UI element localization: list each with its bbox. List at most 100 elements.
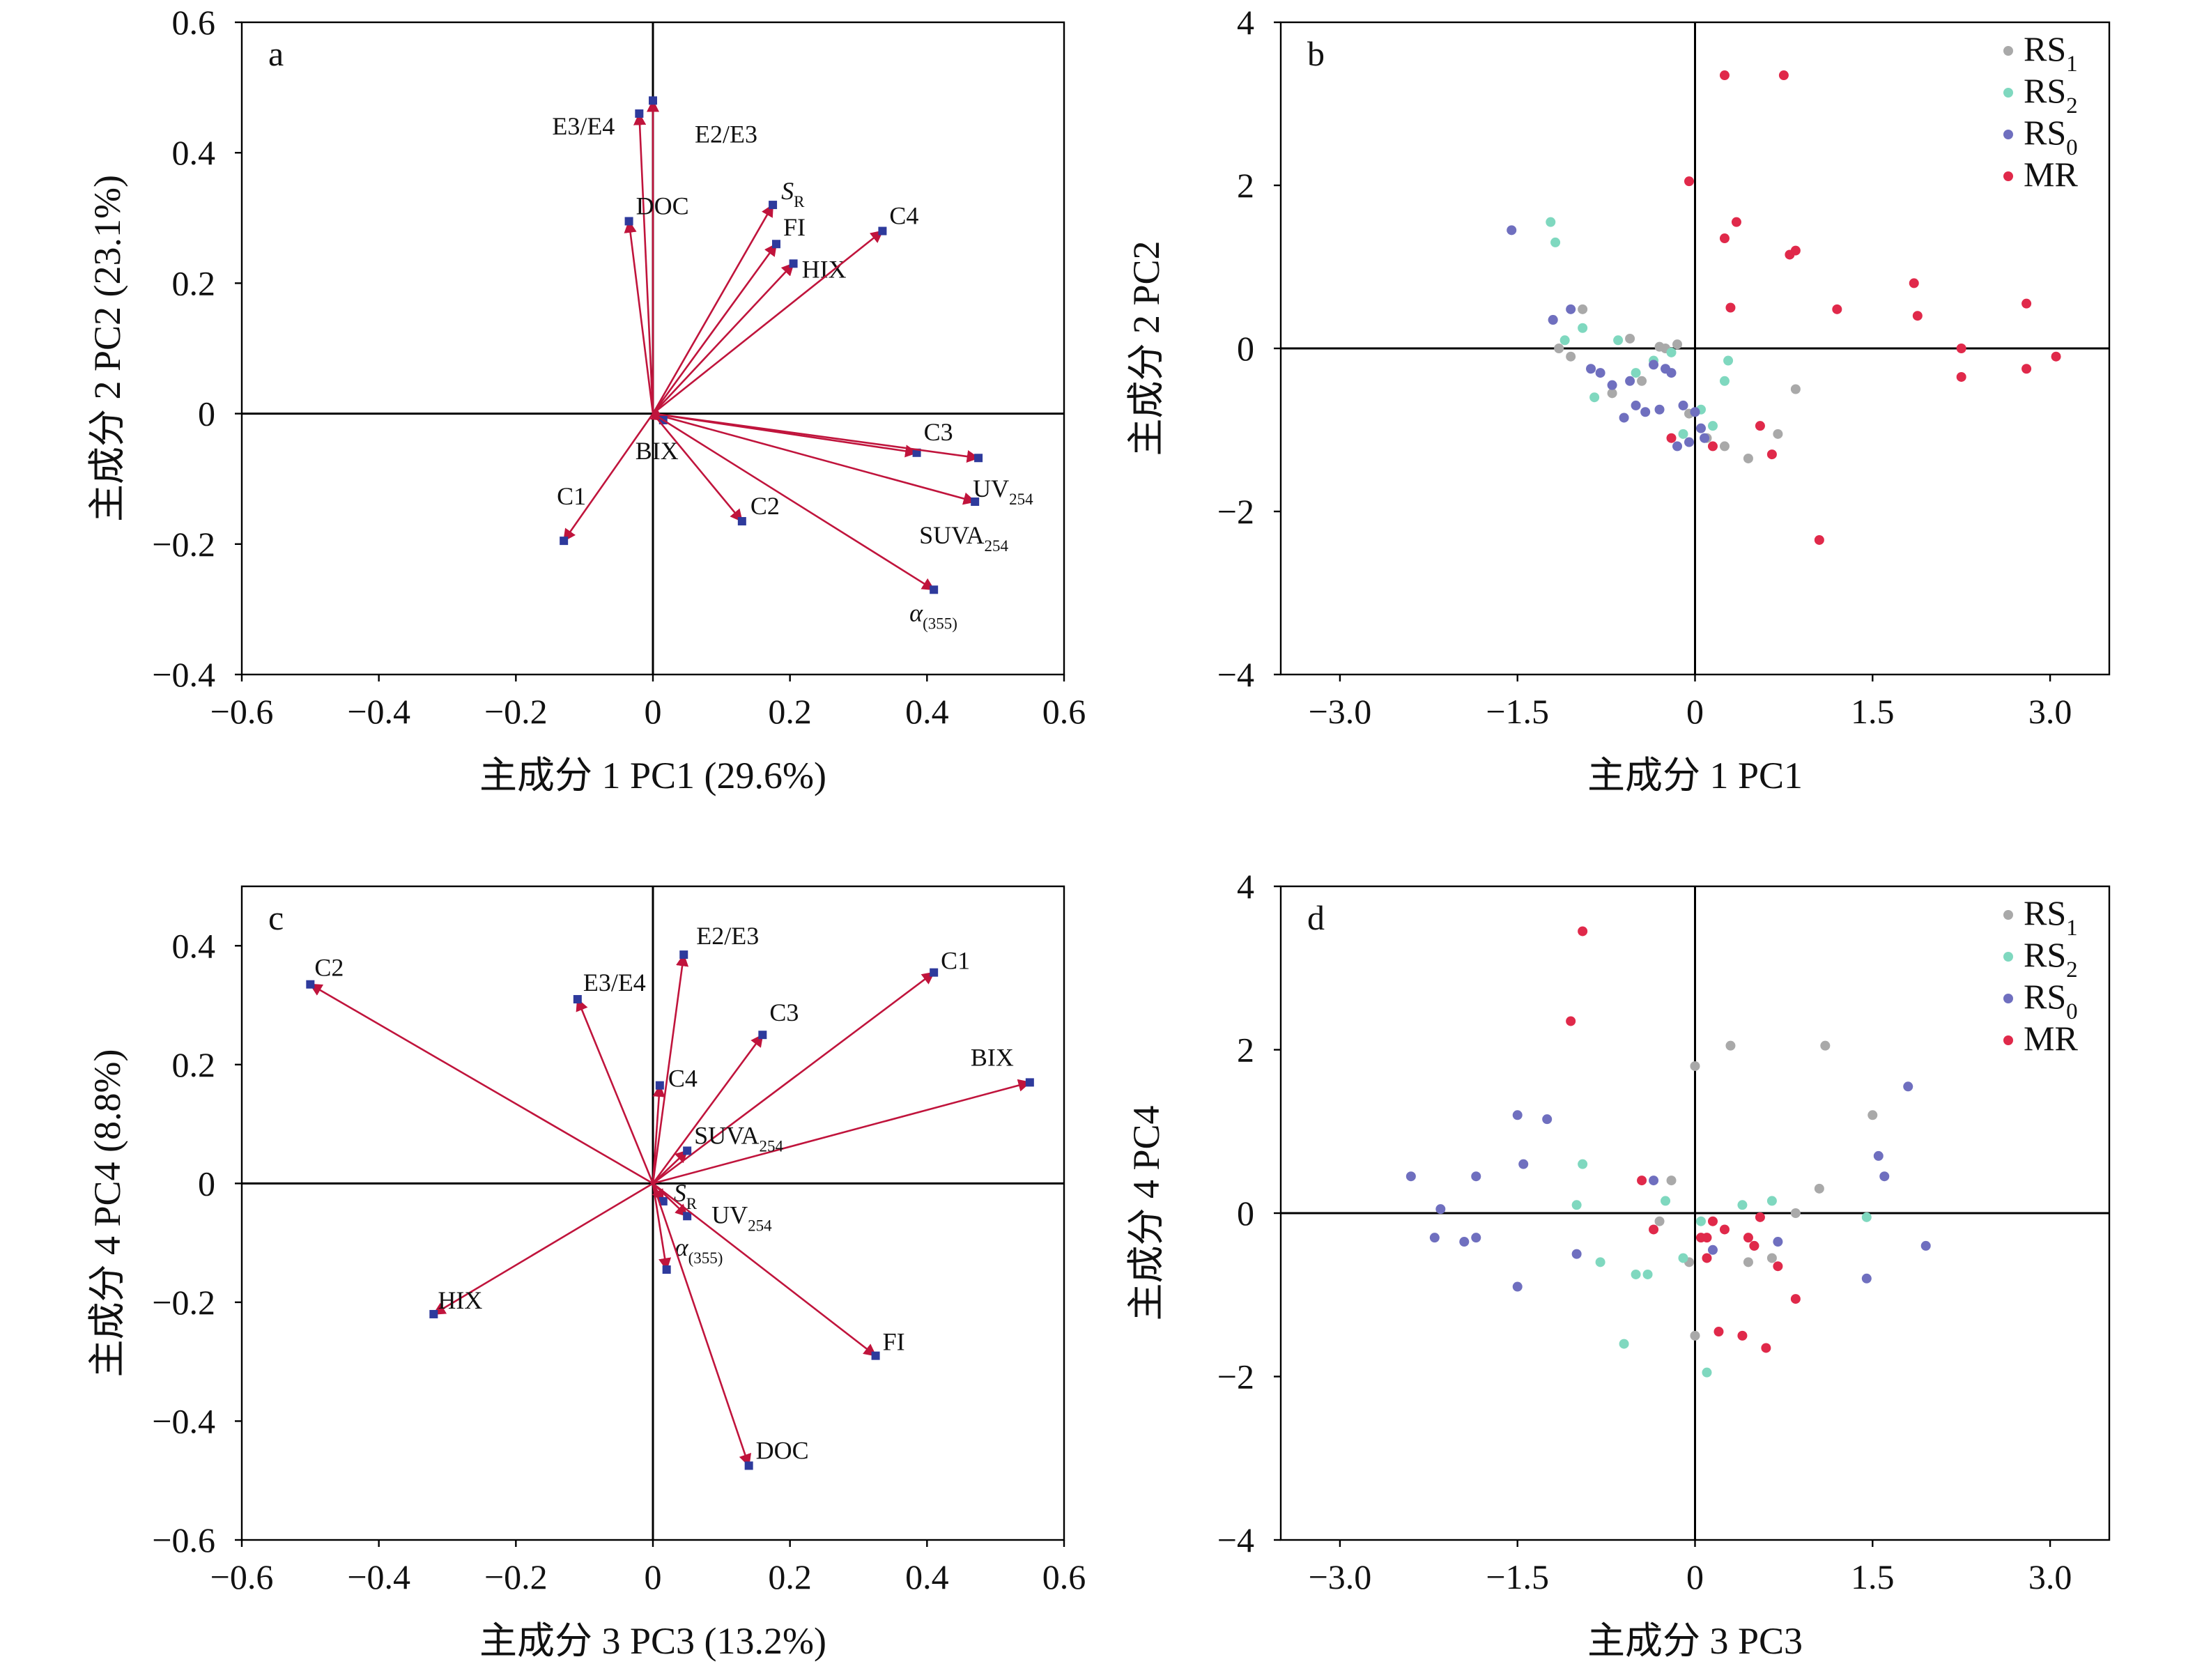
panel-b-y-tick-label: −4 xyxy=(1217,655,1254,694)
panel-d-point-rs0 xyxy=(1542,1114,1553,1125)
panel-d-point-rs0 xyxy=(1512,1281,1523,1292)
panel-a-vector-label-sr: SR xyxy=(781,177,805,210)
panel-d-point-rs1 xyxy=(1725,1040,1736,1051)
panel-b-legend-marker-mr xyxy=(2003,171,2013,181)
panel-c-vector-c4 xyxy=(652,1084,665,1184)
panel-d-point-rs1 xyxy=(1654,1216,1665,1226)
panel-b-point-rs1 xyxy=(1625,333,1635,344)
panel-c-vector-355 xyxy=(652,1183,672,1271)
panel-a-vector-c2 xyxy=(652,413,743,523)
panel-c-x-tick-label: 0.6 xyxy=(1042,1557,1086,1596)
panel-b-point-rs2 xyxy=(1589,392,1600,403)
panel-d-legend-label-rs2: RS2 xyxy=(2024,935,2078,982)
panel-d-point-rs1 xyxy=(1790,1208,1801,1218)
panel-d-point-rs2 xyxy=(1571,1200,1582,1210)
panel-c-vector-doc xyxy=(652,1182,752,1467)
panel-c-x-tick-label: 0 xyxy=(645,1557,662,1596)
panel-b-point-rs1 xyxy=(1773,429,1783,439)
panel-b-point-mr xyxy=(1719,233,1730,244)
panel-d-x-tick-label: 0 xyxy=(1686,1557,1704,1596)
panel-b-point-rs0 xyxy=(1654,404,1665,415)
panel-d-point-mr xyxy=(1749,1240,1759,1251)
panel-b-x-axis-label: 主成分 1 PC1 xyxy=(1587,755,1803,796)
panel-a-x-tick-label: 0.4 xyxy=(905,692,949,731)
panel-b-x-tick-label: −3.0 xyxy=(1309,692,1372,731)
panel-a-vector-label-hix: HIX xyxy=(802,255,847,283)
panel-c-y-tick-label: 0 xyxy=(198,1164,215,1203)
panel-d-point-rs0 xyxy=(1773,1237,1783,1247)
panel-d-point-rs0 xyxy=(1873,1150,1884,1161)
panel-b-legend-label-rs2: RS2 xyxy=(2024,71,2078,118)
panel-c-vector-label-bix: BIX xyxy=(971,1043,1014,1071)
panel-c-vector-e2-e3 xyxy=(652,953,689,1184)
panel-a-vector-tip-e2-e3 xyxy=(649,96,657,105)
panel-c-vector-tip-e2-e3 xyxy=(679,950,688,960)
panel-b-legend-label-mr: MR xyxy=(2024,155,2078,194)
panel-b-point-rs0 xyxy=(1619,413,1629,423)
panel-a-vector-sr xyxy=(652,203,774,415)
panel-b-point-rs0 xyxy=(1566,304,1576,314)
panel-d-point-mr xyxy=(1773,1261,1783,1272)
panel-c-vector-label-hix: HIX xyxy=(438,1286,482,1314)
panel-d-x-tick-label: 3.0 xyxy=(2028,1557,2072,1596)
panel-b-point-rs0 xyxy=(1548,315,1558,325)
panel-c-vector-label-e2-e3: E2/E3 xyxy=(696,922,759,950)
panel-c-vector-label-doc: DOC xyxy=(756,1436,809,1464)
panel-b-score-plot: −3.0 −1.5 0 1.5 3.0 −4 −2 0 2 4 主成分 1 PC1 主成分 2 PC2… xyxy=(1125,3,2111,796)
panel-b-point-rs2 xyxy=(1550,237,1561,247)
panel-b-point-rs1 xyxy=(1672,339,1683,350)
panel-c-vector-tip-c1 xyxy=(930,968,939,977)
panel-d-point-rs0 xyxy=(1879,1171,1890,1182)
panel-d-point-rs1 xyxy=(1766,1253,1777,1263)
panel-c-vector-label-c1: C1 xyxy=(941,947,970,975)
panel-a-vector-label-e3-e4: E3/E4 xyxy=(552,112,615,140)
panel-c-vector-tip-355 xyxy=(662,1265,671,1274)
panel-d-point-rs2 xyxy=(1642,1269,1653,1279)
panel-c-vector-c2 xyxy=(309,983,654,1185)
panel-a-x-tick-label: 0.6 xyxy=(1042,692,1086,731)
panel-c-vector-tip-e3-e4 xyxy=(573,995,582,1004)
panel-b-point-mr xyxy=(1778,70,1789,81)
panel-a-vector-e3-e4 xyxy=(633,112,654,414)
panel-b-point-mr xyxy=(2021,298,2032,309)
panel-a-vector-suva254 xyxy=(652,413,976,505)
panel-b-legend-marker-rs0 xyxy=(2003,130,2013,139)
panel-d-legend-marker-mr xyxy=(2003,1035,2013,1045)
panel-d-y-tick-label: 0 xyxy=(1237,1194,1254,1233)
panel-c-y-axis-label: 主成分 4 PC4 (8.8%) xyxy=(86,1049,128,1378)
panel-c-x-tick-label: 0.2 xyxy=(768,1557,812,1596)
panel-d-point-rs1 xyxy=(1666,1176,1677,1186)
panel-c-vector-tip-sr xyxy=(658,1196,668,1205)
panel-b-label: b xyxy=(1307,34,1325,73)
panel-d-point-mr xyxy=(1637,1176,1647,1186)
panel-a-y-tick-label: −0.2 xyxy=(152,525,215,564)
panel-c-vector-tip-c2 xyxy=(306,980,315,989)
panel-b-point-rs0 xyxy=(1695,423,1706,433)
panel-b-point-mr xyxy=(1666,433,1677,443)
panel-d-point-rs2 xyxy=(1702,1367,1712,1378)
panel-a-vector-tip-c4 xyxy=(878,226,887,236)
panel-d-point-rs1 xyxy=(1814,1183,1824,1194)
panel-d-point-rs0 xyxy=(1903,1081,1913,1092)
panel-b-point-rs0 xyxy=(1684,437,1695,447)
panel-d-y-tick-label: −4 xyxy=(1217,1520,1254,1559)
panel-d-point-rs0 xyxy=(1429,1233,1440,1243)
panel-a-vector-tip-c2 xyxy=(737,517,746,526)
panel-b-point-rs2 xyxy=(1578,323,1588,333)
panel-d-legend-marker-rs2 xyxy=(2003,952,2013,962)
panel-b-point-rs0 xyxy=(1672,441,1683,452)
panel-a-vector-tip-fi xyxy=(772,240,780,249)
panel-d-point-rs0 xyxy=(1861,1273,1872,1284)
panel-b-point-rs1 xyxy=(1578,304,1588,314)
panel-d-point-rs1 xyxy=(1743,1257,1753,1267)
panel-a-vector-label-uv254: UV254 xyxy=(973,475,1033,508)
panel-b-point-rs0 xyxy=(1649,360,1659,370)
panel-d-point-mr xyxy=(1743,1233,1753,1243)
panel-c-vector-label-355: α(355) xyxy=(675,1233,723,1267)
panel-b-point-mr xyxy=(2051,351,2061,362)
panel-b-point-rs2 xyxy=(1666,347,1677,357)
panel-b-y-tick-label: 0 xyxy=(1237,329,1254,368)
panel-a-vector-label-c1: C1 xyxy=(557,482,586,510)
panel-d-point-mr xyxy=(1702,1233,1712,1243)
panel-d-point-rs2 xyxy=(1661,1196,1671,1206)
